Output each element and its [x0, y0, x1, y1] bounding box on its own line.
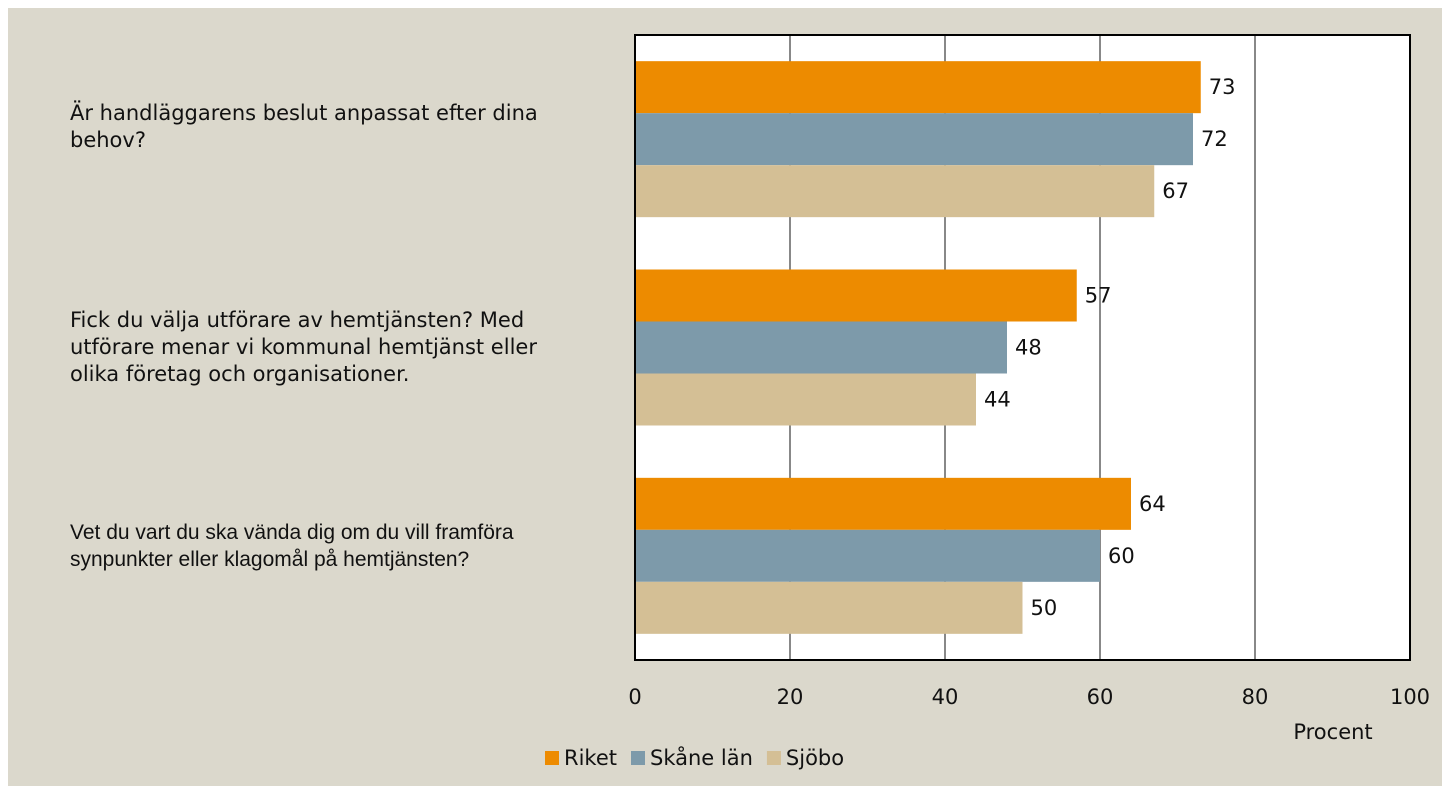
- category-label-box: Fick du välja utförare av hemtjänsten? M…: [70, 307, 537, 386]
- legend-swatch: [631, 751, 645, 765]
- x-axis-label: Procent: [1293, 720, 1372, 744]
- x-tick-label: 20: [777, 685, 804, 709]
- category-label: Vet du vart du ska vända dig om du vill …: [70, 521, 514, 571]
- data-label: 64: [1139, 492, 1166, 516]
- legend-label: Skåne län: [650, 745, 753, 770]
- legend-swatch: [545, 751, 559, 765]
- data-label: 50: [1031, 596, 1058, 620]
- x-tick-label: 0: [628, 685, 641, 709]
- bar: [635, 529, 1100, 582]
- bar: [635, 581, 1023, 634]
- bar: [635, 373, 976, 426]
- bar: [635, 165, 1155, 218]
- category-label: Fick du välja utförare av hemtjänsten? M…: [70, 307, 537, 386]
- bar: [635, 113, 1193, 166]
- legend-swatch: [766, 751, 781, 765]
- category-label-box: Är handläggarens beslut anpassat efter d…: [70, 101, 538, 152]
- data-label: 73: [1209, 75, 1236, 99]
- x-tick-label: 80: [1242, 685, 1269, 709]
- x-tick-label: 60: [1087, 685, 1114, 709]
- plot-border: [634, 34, 1411, 661]
- data-label: 67: [1162, 179, 1189, 203]
- data-label: 44: [984, 388, 1011, 412]
- legend-label: Sjöbo: [786, 746, 844, 770]
- x-tick-label: 100: [1390, 685, 1430, 709]
- category-label: Är handläggarens beslut anpassat efter d…: [70, 101, 538, 152]
- x-tick-label: 40: [932, 685, 959, 709]
- legend-label: Riket: [564, 746, 617, 770]
- bar: [635, 321, 1007, 374]
- data-label: 48: [1015, 336, 1042, 360]
- data-label: 60: [1108, 544, 1135, 568]
- bar: [635, 477, 1131, 530]
- category-label-box: Vet du vart du ska vända dig om du vill …: [70, 521, 514, 571]
- bar: [635, 61, 1201, 114]
- data-label: 57: [1085, 284, 1112, 308]
- data-label: 72: [1201, 127, 1228, 151]
- bar: [635, 269, 1077, 322]
